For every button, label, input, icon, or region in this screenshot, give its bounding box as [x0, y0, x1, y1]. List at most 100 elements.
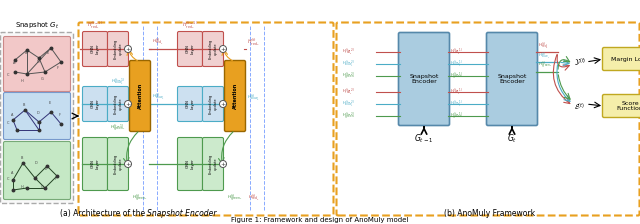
Text: Snapshot $G_t$: Snapshot $G_t$	[15, 21, 60, 31]
Text: $H_{\mathrm{blue}_1}^{(t-2)}$: $H_{\mathrm{blue}_1}^{(t-2)}$	[342, 99, 355, 110]
Text: $H_{\mathrm{red}_2}^{(t)}$: $H_{\mathrm{red}_2}^{(t)}$	[248, 192, 260, 203]
FancyBboxPatch shape	[83, 32, 108, 67]
Text: Snapshot
Encoder: Snapshot Encoder	[497, 74, 527, 84]
Text: $H_{\mathrm{red}_2}^{(t)}$: $H_{\mathrm{red}_2}^{(t)}$	[247, 36, 260, 48]
Text: A: A	[11, 171, 13, 175]
FancyBboxPatch shape	[108, 86, 129, 121]
Text: $H_{\mathrm{red}_1}^{(t-2)}$: $H_{\mathrm{red}_1}^{(t-2)}$	[342, 86, 355, 97]
Text: Embedding
update: Embedding update	[209, 154, 218, 174]
FancyBboxPatch shape	[1, 32, 74, 203]
Text: $H_{\mathrm{blue}_1}^{(t-1)}$: $H_{\mathrm{blue}_1}^{(t-1)}$	[111, 76, 125, 87]
Circle shape	[220, 161, 227, 168]
Text: Attention: Attention	[232, 83, 237, 109]
FancyBboxPatch shape	[3, 93, 70, 140]
Text: $H_{\mathrm{red}_1}^{(t-1)}$: $H_{\mathrm{red}_1}^{(t-1)}$	[450, 86, 463, 97]
Text: H: H	[20, 79, 23, 83]
Text: C: C	[7, 177, 9, 181]
Text: $H_{\mathrm{green}_1}^{(t)}$: $H_{\mathrm{green}_1}^{(t)}$	[227, 192, 243, 204]
FancyBboxPatch shape	[83, 86, 108, 121]
FancyBboxPatch shape	[177, 138, 202, 190]
Text: Attention: Attention	[138, 83, 143, 109]
FancyBboxPatch shape	[602, 47, 640, 71]
FancyBboxPatch shape	[177, 86, 202, 121]
Text: Embedding
update: Embedding update	[114, 94, 122, 114]
Text: GNN
Layer: GNN Layer	[91, 44, 99, 54]
Text: GNN
Layer: GNN Layer	[91, 99, 99, 109]
Text: $H_{\mathrm{red}_2}^{(t)}$: $H_{\mathrm{red}_2}^{(t)}$	[538, 40, 549, 51]
Text: $+$: $+$	[220, 45, 227, 53]
Text: $+$: $+$	[125, 45, 131, 53]
Text: $H_{\mathrm{green}_1}^{(t)}$: $H_{\mathrm{green}_1}^{(t)}$	[538, 59, 552, 71]
Text: Score
Function: Score Function	[616, 101, 640, 111]
Text: $H_{\mathrm{blue}_1}^{(t-1)}$: $H_{\mathrm{blue}_1}^{(t-1)}$	[450, 58, 463, 69]
Text: $+$: $+$	[125, 160, 131, 168]
Text: G: G	[36, 121, 40, 125]
FancyBboxPatch shape	[3, 37, 70, 91]
FancyBboxPatch shape	[225, 60, 246, 131]
Text: $G_{t-1}$: $G_{t-1}$	[414, 132, 434, 144]
Circle shape	[125, 101, 131, 108]
FancyBboxPatch shape	[3, 142, 70, 200]
Text: E: E	[45, 167, 47, 171]
Text: $+$: $+$	[125, 100, 131, 108]
Text: $H_{\mathrm{green}_1}^{(t-1)}$: $H_{\mathrm{green}_1}^{(t-1)}$	[450, 70, 464, 82]
Text: $H_{\mathrm{blue}_2}^{(t)}$: $H_{\mathrm{blue}_2}^{(t)}$	[247, 92, 260, 103]
Text: (a) Architecture of the: (a) Architecture of the	[60, 209, 147, 218]
Circle shape	[220, 45, 227, 52]
Text: D: D	[36, 60, 40, 64]
Text: Margin Loss: Margin Loss	[611, 56, 640, 62]
Text: $\mathcal{Y}^{(t)}$: $\mathcal{Y}^{(t)}$	[574, 56, 586, 68]
Text: $H_{\mathrm{green}_1}^{(t)}$: $H_{\mathrm{green}_1}^{(t)}$	[132, 192, 148, 204]
Text: $H_{\mathrm{red}_2}^{(t-1)}$: $H_{\mathrm{red}_2}^{(t-1)}$	[182, 19, 198, 31]
Text: $\mathcal{E}^{(t)}$: $\mathcal{E}^{(t)}$	[574, 101, 585, 112]
Text: $H_{\mathrm{blue}_1}^{(t-1)}$: $H_{\mathrm{blue}_1}^{(t-1)}$	[450, 99, 463, 110]
Text: H: H	[20, 185, 23, 189]
Text: D: D	[35, 161, 37, 165]
FancyBboxPatch shape	[486, 32, 538, 125]
Text: Figure 1: Framework and design of AnoMuly model: Figure 1: Framework and design of AnoMul…	[231, 217, 409, 223]
Text: (b) AnoMuly Framework: (b) AnoMuly Framework	[444, 209, 536, 218]
Text: D: D	[36, 111, 40, 115]
Text: $H_{\mathrm{red}_1}^{(t-1)}$: $H_{\mathrm{red}_1}^{(t-1)}$	[87, 19, 103, 31]
Text: $H_{\mathrm{green}_1}^{(t-2)}$: $H_{\mathrm{green}_1}^{(t-2)}$	[342, 110, 356, 122]
Text: Snapshot Encoder: Snapshot Encoder	[147, 209, 216, 218]
Text: B: B	[21, 156, 23, 160]
Text: A: A	[13, 61, 15, 65]
Text: $H_{\mathrm{red}_2}^{(t-1)}$: $H_{\mathrm{red}_2}^{(t-1)}$	[450, 47, 463, 57]
Text: Embedding
update: Embedding update	[114, 39, 122, 59]
Text: GNN
Layer: GNN Layer	[186, 99, 195, 109]
Text: Snapshot
Encoder: Snapshot Encoder	[410, 74, 438, 84]
Text: F: F	[59, 113, 61, 117]
Text: GNN
Layer: GNN Layer	[186, 159, 195, 169]
Text: Embedding
update: Embedding update	[209, 39, 218, 59]
Text: Embedding
update: Embedding update	[114, 154, 122, 174]
Text: $H_{\mathrm{green}_1}^{(t-2)}$: $H_{\mathrm{green}_1}^{(t-2)}$	[342, 70, 356, 82]
FancyBboxPatch shape	[108, 138, 129, 190]
Text: B: B	[25, 51, 27, 55]
FancyBboxPatch shape	[202, 138, 223, 190]
Text: G: G	[40, 185, 44, 189]
Text: $H_{\mathrm{blue}_1}^{(t)}$: $H_{\mathrm{blue}_1}^{(t)}$	[538, 50, 550, 61]
Text: $H_{\mathrm{green}_1}^{(t-1)}$: $H_{\mathrm{green}_1}^{(t-1)}$	[450, 110, 464, 122]
Text: $+$: $+$	[220, 160, 227, 168]
Text: GNN
Layer: GNN Layer	[186, 44, 195, 54]
FancyBboxPatch shape	[202, 86, 223, 121]
FancyBboxPatch shape	[399, 32, 449, 125]
Text: B: B	[23, 103, 25, 107]
Text: C: C	[7, 73, 9, 77]
FancyBboxPatch shape	[202, 32, 223, 67]
Text: $H_{\mathrm{blue}_1}^{(t)}$: $H_{\mathrm{blue}_1}^{(t)}$	[152, 91, 165, 102]
Text: C: C	[7, 121, 9, 125]
FancyBboxPatch shape	[177, 32, 202, 67]
Circle shape	[125, 45, 131, 52]
FancyBboxPatch shape	[602, 95, 640, 118]
Text: $H_{\mathrm{red}_1}^{(t)}$: $H_{\mathrm{red}_1}^{(t)}$	[152, 36, 164, 47]
Text: E: E	[47, 51, 49, 55]
Text: $G_t$: $G_t$	[507, 132, 517, 144]
Circle shape	[125, 161, 131, 168]
Text: A: A	[11, 113, 13, 117]
Text: Embedding
update: Embedding update	[209, 94, 218, 114]
Text: E: E	[49, 101, 51, 105]
Text: $+$: $+$	[220, 100, 227, 108]
FancyBboxPatch shape	[83, 138, 108, 190]
